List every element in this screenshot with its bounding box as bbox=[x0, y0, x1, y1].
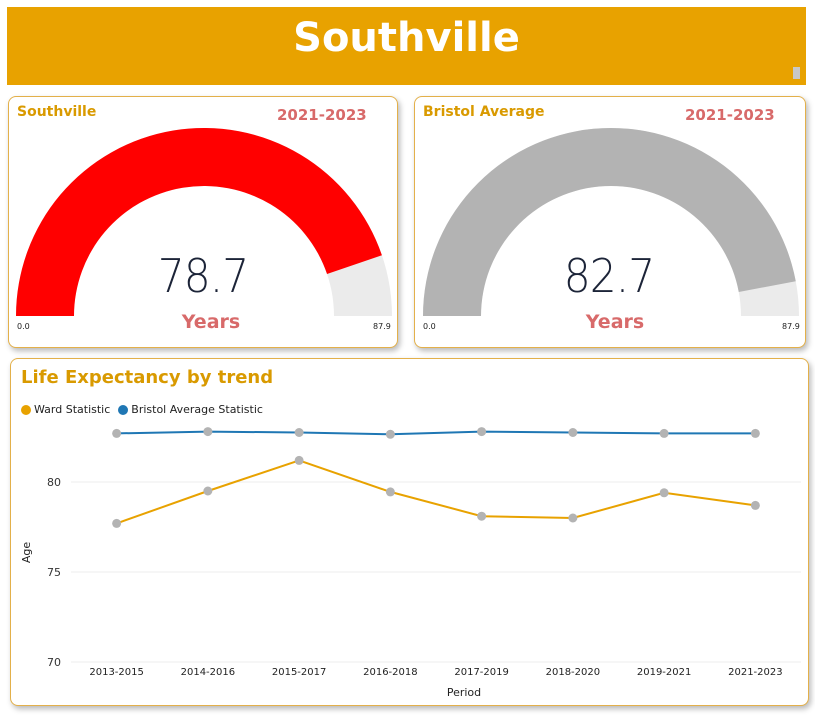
data-point bbox=[294, 455, 304, 465]
gauge-unit: Years bbox=[585, 311, 645, 333]
data-point bbox=[659, 488, 669, 498]
x-tick-label: 2015-2017 bbox=[272, 667, 327, 678]
ward-gauge-card: Southville 2021-2023 78.7 Years 0.0 87.9 bbox=[8, 96, 398, 348]
x-tick-label: 2021-2023 bbox=[728, 667, 783, 678]
chart-legend: Ward Statistic Bristol Average Statistic bbox=[21, 403, 263, 416]
gauge-max-label: 87.9 bbox=[373, 322, 391, 331]
gauge-max-label: 87.9 bbox=[782, 322, 800, 331]
data-point bbox=[750, 500, 760, 510]
gauge-fill bbox=[423, 128, 796, 316]
data-point bbox=[294, 428, 304, 437]
x-tick-label: 2013-2015 bbox=[89, 667, 144, 678]
bristol-gauge-card: Bristol Average 2021-2023 82.7 Years 0.0… bbox=[414, 96, 806, 348]
data-point bbox=[568, 513, 578, 523]
chart-title: Life Expectancy by trend bbox=[21, 367, 274, 388]
bristol-gauge-dial bbox=[423, 128, 799, 316]
legend-label-ward: Ward Statistic bbox=[34, 403, 111, 416]
x-tick-label: 2017-2019 bbox=[454, 667, 509, 678]
series-line-ward bbox=[116, 459, 756, 525]
data-point bbox=[750, 428, 760, 438]
data-point bbox=[203, 486, 213, 496]
gauge-period: 2021-2023 bbox=[277, 106, 367, 124]
data-point bbox=[203, 427, 213, 437]
series-line-bristol bbox=[116, 430, 756, 436]
page-title: Southville bbox=[293, 15, 520, 61]
data-point bbox=[385, 429, 395, 439]
life-expectancy-chart-card: Life Expectancy by trend Ward Statistic … bbox=[10, 358, 809, 706]
header-banner: Southville bbox=[7, 7, 806, 85]
y-tick-label: 80 bbox=[47, 476, 61, 489]
y-tick-label: 75 bbox=[47, 566, 61, 579]
gauge-unit: Years bbox=[181, 311, 241, 333]
y-axis-title: Age bbox=[20, 542, 33, 564]
data-point bbox=[477, 511, 487, 521]
gauge-min-label: 0.0 bbox=[423, 322, 436, 331]
line-chart: 70 75 80 2013-2015 2014-2016 2015-2017 2016-20… bbox=[20, 427, 801, 699]
legend-marker-ward bbox=[21, 404, 31, 415]
data-point bbox=[477, 427, 487, 437]
gauge-fill bbox=[16, 128, 382, 316]
gauge-value: 78.7 bbox=[157, 249, 249, 303]
gauge-period: 2021-2023 bbox=[685, 106, 775, 124]
data-point bbox=[659, 428, 669, 438]
scrollbar-thumb[interactable] bbox=[793, 67, 800, 79]
gauge-min-label: 0.0 bbox=[17, 322, 30, 331]
x-tick-label: 2018-2020 bbox=[546, 667, 601, 678]
x-tick-label: 2014-2016 bbox=[181, 667, 236, 678]
x-tick-label: 2019-2021 bbox=[637, 667, 692, 678]
gauge-title: Bristol Average bbox=[423, 104, 545, 120]
gauge-title: Southville bbox=[17, 104, 97, 120]
x-tick-label: 2016-2018 bbox=[363, 667, 418, 678]
ward-gauge-dial bbox=[16, 128, 392, 316]
legend-item-ward[interactable]: Ward Statistic bbox=[21, 403, 110, 416]
data-point bbox=[568, 428, 578, 437]
data-point bbox=[385, 487, 395, 497]
y-tick-label: 70 bbox=[47, 656, 61, 669]
legend-marker-bristol bbox=[118, 404, 129, 415]
x-axis-title: Period bbox=[447, 686, 481, 699]
gauge-value: 82.7 bbox=[563, 249, 655, 303]
legend-item-bristol[interactable]: Bristol Average Statistic bbox=[118, 403, 263, 416]
data-point bbox=[112, 428, 122, 438]
legend-label-bristol: Bristol Average Statistic bbox=[131, 403, 263, 416]
data-point bbox=[112, 518, 122, 528]
